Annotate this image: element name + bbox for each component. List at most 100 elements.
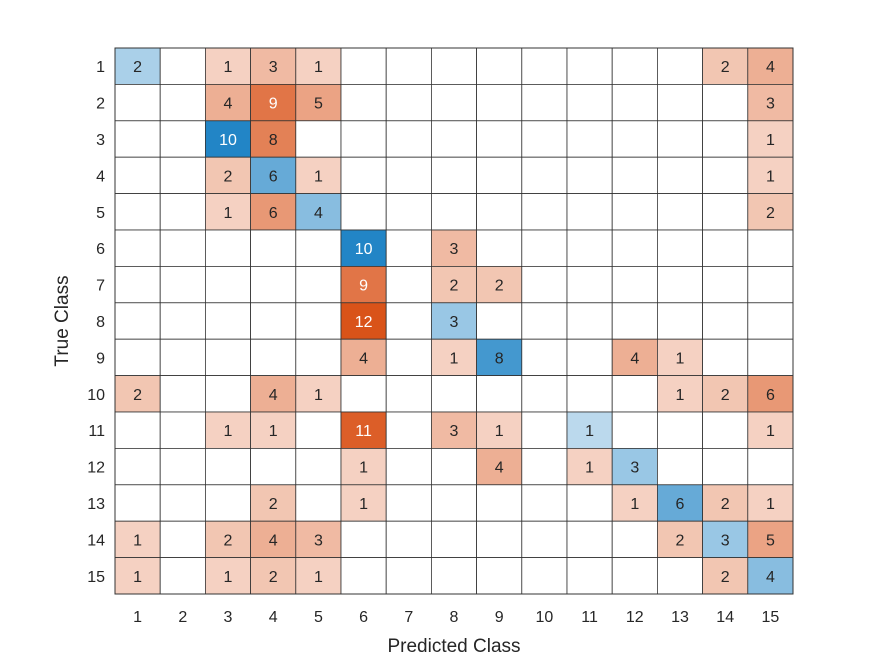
matrix-cell xyxy=(431,157,476,193)
y-tick-label: 14 xyxy=(87,532,105,549)
matrix-cell xyxy=(477,376,522,412)
cell-value-label: 2 xyxy=(721,59,730,76)
matrix-cell xyxy=(657,121,702,157)
x-axis-label: Predicted Class xyxy=(387,636,520,656)
matrix-cell xyxy=(386,84,431,120)
matrix-cell xyxy=(115,485,160,521)
matrix-cell xyxy=(296,266,341,302)
cell-value-label: 1 xyxy=(766,132,775,149)
cell-value-label: 4 xyxy=(766,59,775,76)
matrix-cell xyxy=(657,48,702,84)
cell-value-label: 2 xyxy=(133,59,142,76)
cell-value-label: 2 xyxy=(224,532,233,549)
x-tick-label: 11 xyxy=(581,609,598,626)
matrix-cell xyxy=(477,194,522,230)
x-tick-label: 3 xyxy=(224,609,233,626)
matrix-cell xyxy=(205,448,250,484)
matrix-cell xyxy=(205,266,250,302)
matrix-cell xyxy=(477,558,522,594)
matrix-cell xyxy=(522,376,567,412)
matrix-cell xyxy=(612,412,657,448)
matrix-cell xyxy=(205,485,250,521)
matrix-cell xyxy=(160,303,205,339)
matrix-cell xyxy=(612,230,657,266)
matrix-cell xyxy=(341,194,386,230)
matrix-cell xyxy=(386,266,431,302)
matrix-cell xyxy=(567,521,612,557)
matrix-cell xyxy=(115,194,160,230)
x-tick-label: 7 xyxy=(404,609,413,626)
matrix-cell xyxy=(115,84,160,120)
matrix-cell xyxy=(703,230,748,266)
matrix-cell xyxy=(386,230,431,266)
matrix-cell xyxy=(386,121,431,157)
matrix-cell xyxy=(657,84,702,120)
matrix-cell xyxy=(431,84,476,120)
cell-value-label: 2 xyxy=(721,569,730,586)
matrix-cell xyxy=(160,194,205,230)
cell-value-label: 2 xyxy=(133,387,142,404)
matrix-cell xyxy=(160,412,205,448)
matrix-cell xyxy=(386,521,431,557)
matrix-cell xyxy=(657,303,702,339)
matrix-cell xyxy=(251,266,296,302)
matrix-cell xyxy=(612,558,657,594)
matrix-cell xyxy=(567,230,612,266)
matrix-cell xyxy=(612,266,657,302)
cell-value-label: 1 xyxy=(269,423,278,440)
matrix-cell xyxy=(477,121,522,157)
matrix-cell xyxy=(341,521,386,557)
cell-value-label: 1 xyxy=(450,350,459,367)
matrix-cell xyxy=(205,339,250,375)
y-tick-label: 8 xyxy=(96,314,105,331)
cell-value-label: 4 xyxy=(630,350,639,367)
cell-value-label: 6 xyxy=(766,387,775,404)
y-tick-label: 4 xyxy=(96,168,105,185)
x-tick-label: 1 xyxy=(133,609,142,626)
matrix-cell xyxy=(251,339,296,375)
cell-value-label: 1 xyxy=(314,59,323,76)
cell-value-label: 1 xyxy=(133,569,142,586)
matrix-cell xyxy=(115,303,160,339)
cell-value-label: 5 xyxy=(766,532,775,549)
matrix-cell xyxy=(115,230,160,266)
matrix-cell xyxy=(657,448,702,484)
cell-value-label: 2 xyxy=(676,532,685,549)
matrix-cell xyxy=(522,157,567,193)
x-tick-label: 14 xyxy=(716,609,734,626)
cell-value-label: 6 xyxy=(269,205,278,222)
x-tick-label: 10 xyxy=(536,609,554,626)
cell-value-label: 4 xyxy=(495,460,504,477)
cell-value-label: 8 xyxy=(495,350,504,367)
matrix-cell xyxy=(115,448,160,484)
matrix-cell xyxy=(567,376,612,412)
matrix-cell xyxy=(703,84,748,120)
matrix-cell xyxy=(703,303,748,339)
matrix-cell xyxy=(205,303,250,339)
matrix-cell xyxy=(748,303,793,339)
matrix-cell xyxy=(522,266,567,302)
cell-value-label: 4 xyxy=(314,205,323,222)
cell-value-label: 10 xyxy=(355,241,373,258)
matrix-cell xyxy=(431,558,476,594)
matrix-cell xyxy=(386,303,431,339)
x-tick-label: 9 xyxy=(495,609,504,626)
matrix-cell xyxy=(657,266,702,302)
cell-value-label: 2 xyxy=(721,496,730,513)
cell-value-label: 2 xyxy=(224,168,233,185)
matrix-cell xyxy=(386,558,431,594)
matrix-cell xyxy=(703,339,748,375)
y-tick-label: 11 xyxy=(88,423,105,440)
matrix-cell xyxy=(703,266,748,302)
cell-value-label: 3 xyxy=(314,532,323,549)
cell-value-label: 6 xyxy=(269,168,278,185)
matrix-cell xyxy=(341,48,386,84)
cell-value-label: 3 xyxy=(269,59,278,76)
matrix-cell xyxy=(160,157,205,193)
cell-value-label: 2 xyxy=(766,205,775,222)
y-tick-label: 3 xyxy=(96,132,105,149)
matrix-cell xyxy=(251,230,296,266)
cell-value-label: 3 xyxy=(721,532,730,549)
cell-value-label: 3 xyxy=(630,460,639,477)
matrix-cell xyxy=(703,157,748,193)
